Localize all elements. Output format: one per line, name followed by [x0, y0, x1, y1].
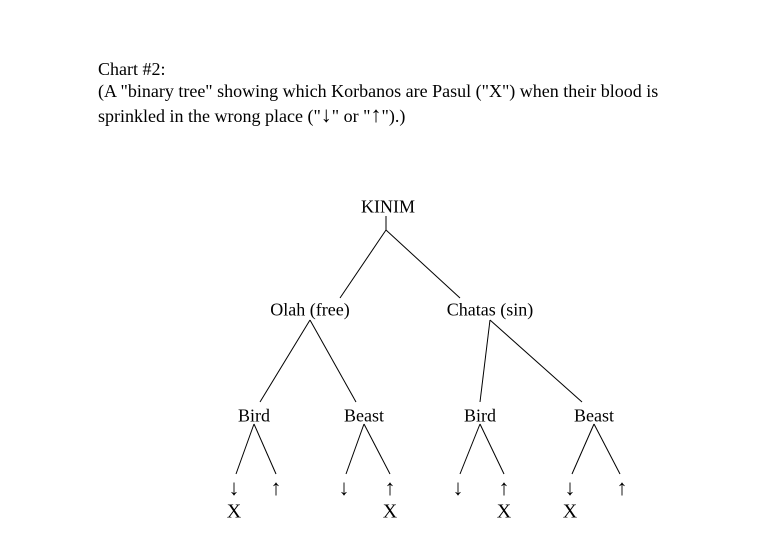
leaf-1-down-icon: ↓: [229, 475, 240, 501]
leaf-1-up-icon: ↑: [271, 475, 282, 501]
leaf-4-up-icon: ↑: [617, 475, 628, 501]
tree-edges: [0, 0, 776, 553]
leaf-3-up-icon: ↑: [499, 475, 510, 501]
node-root: KINIM: [361, 197, 415, 218]
node-beast-l: Beast: [344, 406, 384, 427]
tree-diagram: Chart #2: (A "binary tree" showing which…: [0, 0, 776, 553]
leaf-4-down-icon: ↓: [565, 475, 576, 501]
node-bird-r: Bird: [464, 406, 496, 427]
node-olah: Olah (free): [270, 300, 349, 321]
leaf-2-down-icon: ↓: [339, 475, 350, 501]
pasul-x-4: X: [563, 501, 577, 524]
pasul-x-2: X: [383, 501, 397, 524]
pasul-x-3: X: [497, 501, 511, 524]
leaf-2-up-icon: ↑: [385, 475, 396, 501]
leaf-3-down-icon: ↓: [453, 475, 464, 501]
node-beast-r: Beast: [574, 406, 614, 427]
node-bird-l: Bird: [238, 406, 270, 427]
node-chatas: Chatas (sin): [447, 300, 533, 321]
pasul-x-1: X: [227, 501, 241, 524]
